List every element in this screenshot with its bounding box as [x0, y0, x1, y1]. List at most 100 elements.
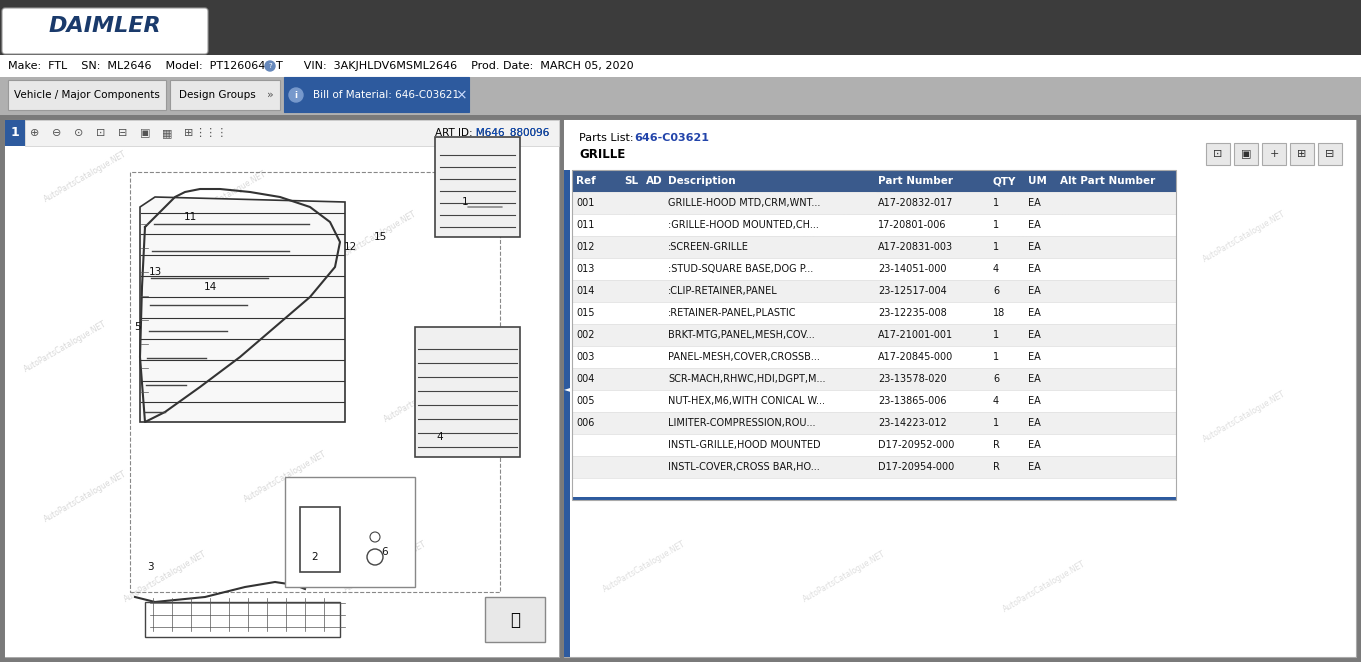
Text: +: + [1270, 149, 1279, 159]
Text: AutoPartsCatalogue.NET: AutoPartsCatalogue.NET [602, 359, 687, 414]
Text: 13: 13 [148, 267, 162, 277]
Text: AutoPartsCatalogue.NET: AutoPartsCatalogue.NET [182, 169, 268, 224]
Text: AutoPartsCatalogue.NET: AutoPartsCatalogue.NET [42, 469, 128, 524]
Text: EA: EA [1028, 264, 1041, 274]
Text: 1: 1 [461, 197, 468, 207]
Text: GRILLE-HOOD MTD,CRM,WNT...: GRILLE-HOOD MTD,CRM,WNT... [668, 198, 821, 208]
Text: EA: EA [1028, 352, 1041, 362]
Text: Alt Part Number: Alt Part Number [1060, 176, 1155, 186]
Text: AutoPartsCatalogue.NET: AutoPartsCatalogue.NET [332, 210, 418, 264]
Text: ×: × [455, 88, 467, 102]
Bar [563, 120, 1356, 170]
Text: ⊕: ⊕ [30, 128, 39, 138]
Text: A17-20831-003: A17-20831-003 [878, 242, 953, 252]
Text: 5: 5 [135, 322, 142, 332]
Bar [572, 497, 1176, 500]
Bar [572, 412, 1176, 434]
Text: D17-20952-000: D17-20952-000 [878, 440, 954, 450]
Text: 1: 1 [994, 242, 999, 252]
Text: Design Groups: Design Groups [178, 90, 256, 100]
Text: A17-20845-000: A17-20845-000 [878, 352, 953, 362]
Text: EA: EA [1028, 418, 1041, 428]
Circle shape [265, 61, 275, 71]
Text: ⊡: ⊡ [1213, 149, 1222, 159]
Text: ⊟: ⊟ [1326, 149, 1335, 159]
Text: 003: 003 [576, 352, 595, 362]
Text: 015: 015 [576, 308, 595, 318]
FancyBboxPatch shape [1, 8, 208, 54]
Bar [563, 120, 1356, 657]
Text: Parts List:: Parts List: [578, 133, 637, 143]
Text: 4: 4 [994, 396, 999, 406]
Text: EA: EA [1028, 330, 1041, 340]
Text: ⊡: ⊡ [97, 128, 106, 138]
Text: ⊙: ⊙ [75, 128, 83, 138]
Bar [572, 368, 1176, 390]
Text: ◄: ◄ [563, 384, 570, 393]
Text: 012: 012 [576, 242, 595, 252]
Bar [5, 146, 559, 657]
Text: 11: 11 [184, 212, 196, 222]
Text: EA: EA [1028, 308, 1041, 318]
Text: ART ID: M646_880096: ART ID: M646_880096 [434, 128, 548, 138]
Text: 3: 3 [147, 562, 154, 572]
Text: ⊞: ⊞ [184, 128, 193, 138]
Bar [0, 0, 1361, 55]
Text: 14: 14 [203, 282, 216, 292]
Text: AutoPartsCatalogue.NET: AutoPartsCatalogue.NET [602, 540, 687, 594]
Text: ▣: ▣ [1241, 149, 1251, 159]
Text: AutoPartsCatalogue.NET: AutoPartsCatalogue.NET [802, 549, 887, 604]
Text: 005: 005 [576, 396, 595, 406]
Text: SL: SL [623, 176, 638, 186]
Text: A17-21001-001: A17-21001-001 [878, 330, 953, 340]
Text: 23-12517-004: 23-12517-004 [878, 286, 947, 296]
Text: »: » [267, 90, 274, 100]
Text: Bill of Material: 646-C03621: Bill of Material: 646-C03621 [313, 90, 459, 100]
Text: EA: EA [1028, 198, 1041, 208]
Text: 6: 6 [994, 286, 999, 296]
Text: ⊖: ⊖ [52, 128, 61, 138]
Text: EA: EA [1028, 396, 1041, 406]
Text: ⊟: ⊟ [118, 128, 128, 138]
Text: EA: EA [1028, 440, 1041, 450]
Text: DAIMLER: DAIMLER [49, 15, 162, 36]
Text: ▣: ▣ [140, 128, 150, 138]
Text: 1: 1 [994, 330, 999, 340]
Bar [1206, 143, 1230, 165]
Text: Make:  FTL    SN:  ML2646    Model:  PT126064S T      VIN:  3AKJHLDV6MSML2646   : Make: FTL SN: ML2646 Model: PT126064S T … [8, 61, 634, 71]
Text: :SCREEN-GRILLE: :SCREEN-GRILLE [668, 242, 749, 252]
Bar [24, 120, 559, 146]
Text: INSTL-GRILLE,HOOD MOUNTED: INSTL-GRILLE,HOOD MOUNTED [668, 440, 821, 450]
Text: 17-20801-006: 17-20801-006 [878, 220, 946, 230]
Text: :GRILLE-HOOD MOUNTED,CH...: :GRILLE-HOOD MOUNTED,CH... [668, 220, 819, 230]
Text: Vehicle / Major Components: Vehicle / Major Components [14, 90, 161, 100]
Text: INSTL-COVER,CROSS BAR,HO...: INSTL-COVER,CROSS BAR,HO... [668, 462, 819, 472]
Bar [572, 434, 1176, 456]
Text: BRKT-MTG,PANEL,MESH,COV...: BRKT-MTG,PANEL,MESH,COV... [668, 330, 815, 340]
Text: AutoPartsCatalogue.NET: AutoPartsCatalogue.NET [1202, 210, 1288, 264]
Text: AutoPartsCatalogue.NET: AutoPartsCatalogue.NET [1002, 200, 1087, 254]
Text: AutoPartsCatalogue.NET: AutoPartsCatalogue.NET [1002, 379, 1087, 434]
Text: AutoPartsCatalogue.NET: AutoPartsCatalogue.NET [22, 320, 108, 375]
Text: AutoPartsCatalogue.NET: AutoPartsCatalogue.NET [122, 549, 208, 604]
Text: PANEL-MESH,COVER,CROSSB...: PANEL-MESH,COVER,CROSSB... [668, 352, 819, 362]
Text: 15: 15 [373, 232, 387, 242]
Text: 013: 013 [576, 264, 595, 274]
Text: :RETAINER-PANEL,PLASTIC: :RETAINER-PANEL,PLASTIC [668, 308, 796, 318]
Bar [0, 55, 1361, 77]
Text: 23-13578-020: 23-13578-020 [878, 374, 947, 384]
Text: 1: 1 [11, 126, 19, 140]
Bar [572, 390, 1176, 412]
Text: ⋮⋮⋮: ⋮⋮⋮ [195, 128, 227, 138]
Text: 2: 2 [312, 552, 318, 562]
Text: 002: 002 [576, 330, 595, 340]
Text: Ref: Ref [576, 176, 596, 186]
Bar [572, 170, 1176, 192]
Text: 12: 12 [343, 242, 357, 252]
Text: AutoPartsCatalogue.NET: AutoPartsCatalogue.NET [242, 449, 328, 504]
Text: AutoPartsCatalogue.NET: AutoPartsCatalogue.NET [342, 540, 427, 594]
Text: 23-14051-000: 23-14051-000 [878, 264, 946, 274]
Text: 1: 1 [994, 418, 999, 428]
Text: ▦: ▦ [162, 128, 173, 138]
Bar [572, 236, 1176, 258]
